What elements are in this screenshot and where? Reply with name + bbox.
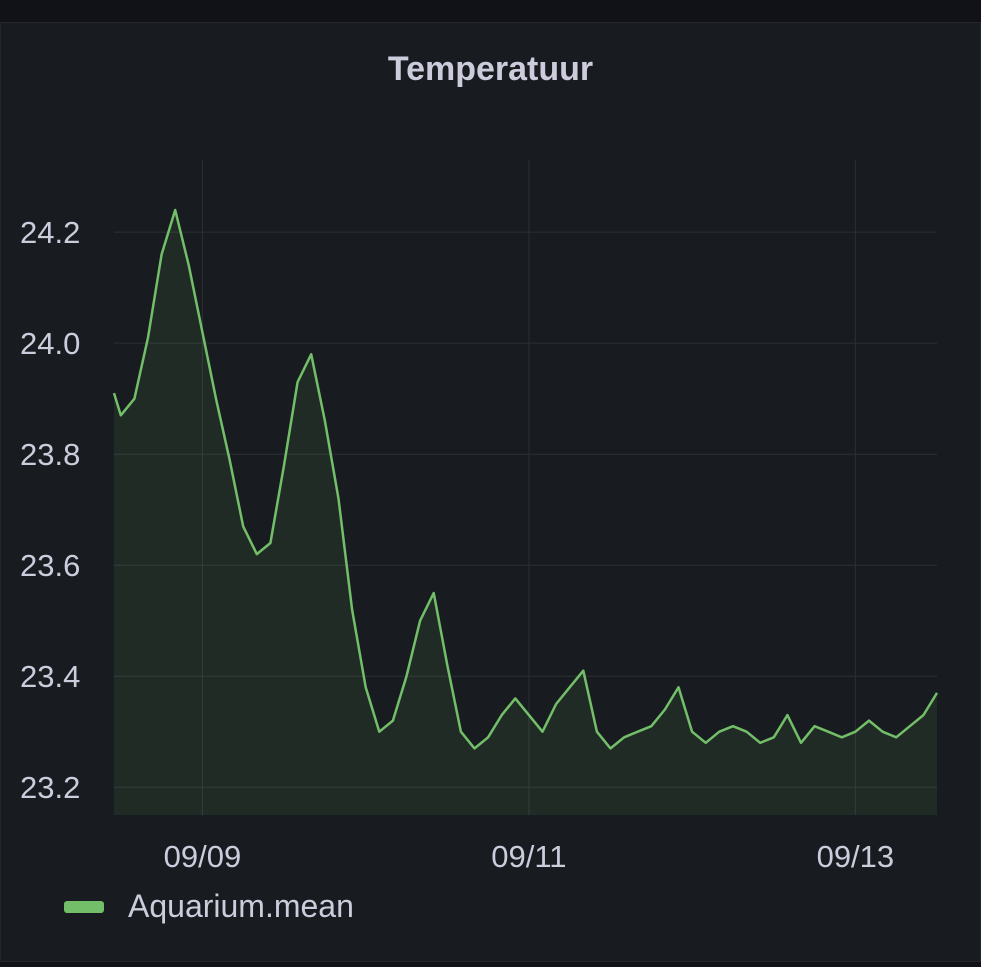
y-tick-label: 23.8 <box>20 437 80 472</box>
legend[interactable]: Aquarium.mean <box>64 888 354 925</box>
y-tick-label: 23.2 <box>20 770 80 805</box>
x-tick-label: 09/09 <box>164 839 242 874</box>
chart-panel <box>0 22 981 962</box>
grid-lines <box>114 160 937 815</box>
y-tick-label: 24.0 <box>20 326 80 361</box>
legend-color-swatch <box>64 900 104 913</box>
y-tick-label: 23.6 <box>20 548 80 583</box>
x-tick-label: 09/13 <box>817 839 895 874</box>
y-tick-label: 24.2 <box>20 215 80 250</box>
series-line-aquarium-mean <box>112 208 939 750</box>
x-axis-ticks: 09/09 09/11 09/13 <box>164 839 895 874</box>
panel-title: Temperatuur <box>387 50 594 88</box>
x-tick-label: 09/11 <box>491 839 566 874</box>
y-axis-ticks: 23.2 23.4 23.6 23.8 24.0 24.2 <box>20 215 80 805</box>
y-tick-label: 23.4 <box>20 659 80 694</box>
legend-item-label[interactable]: Aquarium.mean <box>128 888 354 924</box>
series-area <box>114 210 937 815</box>
